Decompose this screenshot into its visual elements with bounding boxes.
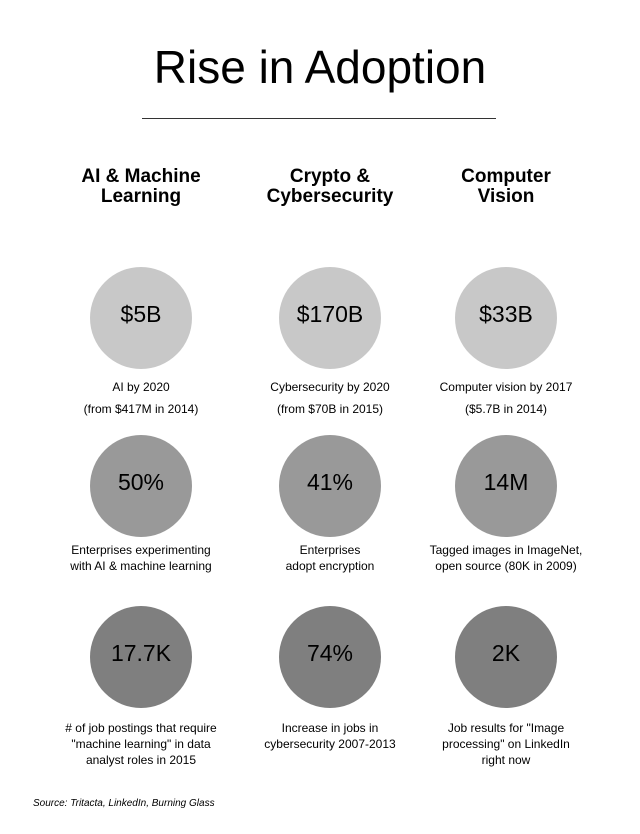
- stat-value: $33B: [479, 300, 533, 327]
- caption-line: Computer vision by 2017: [439, 380, 573, 394]
- stat-circle: 17.7K: [90, 606, 192, 708]
- heading-line: Crypto &: [289, 166, 371, 187]
- caption-line: open source (80K in 2009): [435, 559, 577, 573]
- stat-caption: Job results for "Image processing" on Lin…: [401, 720, 611, 768]
- stat-value: 41%: [306, 468, 354, 495]
- caption-line: analyst roles in 2015: [85, 753, 197, 767]
- caption-line: (from $70B in 2015): [276, 402, 384, 416]
- heading-line: Vision: [477, 186, 535, 207]
- caption-line: Increase in jobs in: [281, 721, 379, 735]
- caption-line: Tagged images in ImageNet,: [429, 543, 583, 557]
- stat-circle: 74%: [279, 606, 381, 708]
- caption-line: adopt encryption: [285, 559, 375, 573]
- caption-line: Cybersecurity by 2020: [270, 380, 390, 394]
- heading-line: Cybersecurity: [266, 186, 394, 207]
- stat-circle: 2K: [455, 606, 557, 708]
- stat-circle: $5B: [90, 267, 192, 369]
- page-title: Rise in Adoption: [153, 41, 487, 93]
- stat-value: 74%: [306, 639, 354, 666]
- stat-circle: 50%: [90, 435, 192, 537]
- stat-circle: 41%: [279, 435, 381, 537]
- stat-value: $170B: [296, 300, 364, 327]
- stat-value: 17.7K: [110, 639, 172, 666]
- caption-line: Enterprises experimenting: [71, 543, 211, 557]
- column-ai-ml: AI & Machine Learning $5B AI by 2020 (from…: [46, 0, 236, 834]
- stat-circle: $170B: [279, 267, 381, 369]
- stat-value: 14M: [483, 468, 529, 495]
- column-heading: Computer Vision: [411, 167, 601, 207]
- caption-line: cybersecurity 2007-2013: [264, 737, 396, 751]
- source-note: Source: Tritacta, LinkedIn, Burning Glas…: [33, 798, 215, 809]
- stat-value: 2K: [491, 639, 521, 666]
- stat-value: $5B: [120, 300, 162, 327]
- caption-line: (from $417M in 2014): [83, 402, 199, 416]
- caption-line: # of job postings that require: [65, 721, 217, 735]
- caption-line: right now: [481, 753, 531, 767]
- stat-caption: Computer vision by 2017 ($5.7B in 2014): [401, 376, 611, 420]
- stat-caption: Tagged images in ImageNet, open source (8…: [401, 542, 611, 574]
- heading-line: Computer: [461, 166, 551, 187]
- caption-line: with AI & machine learning: [70, 559, 212, 573]
- column-heading: AI & Machine Learning: [46, 167, 236, 207]
- stat-circle: $33B: [455, 267, 557, 369]
- column-crypto-cybersecurity: Crypto & Cybersecurity $170B Cybersecurit…: [235, 0, 425, 834]
- heading-line: AI & Machine: [81, 166, 201, 187]
- caption-line: processing" on LinkedIn: [442, 737, 570, 751]
- stat-circle: 14M: [455, 435, 557, 537]
- heading-line: Learning: [100, 186, 182, 207]
- stat-caption: AI by 2020 (from $417M in 2014): [36, 376, 246, 420]
- caption-line: AI by 2020: [112, 380, 170, 394]
- stat-caption: Cybersecurity by 2020 (from $70B in 2015): [225, 376, 435, 420]
- column-heading: Crypto & Cybersecurity: [235, 167, 425, 207]
- stat-caption: Enterprises adopt encryption: [225, 542, 435, 574]
- caption-line: Enterprises: [299, 543, 361, 557]
- column-computer-vision: Computer Vision $33B Computer vision by 2…: [411, 0, 601, 834]
- stat-value: 50%: [117, 468, 165, 495]
- stat-caption: Enterprises experimenting with AI & machi…: [36, 542, 246, 574]
- caption-line: "machine learning" in data: [71, 737, 211, 751]
- caption-line: Job results for "Image: [447, 721, 565, 735]
- caption-line: ($5.7B in 2014): [464, 402, 548, 416]
- stat-caption: # of job postings that require "machine l…: [36, 720, 246, 768]
- title-divider: [142, 118, 496, 119]
- stat-caption: Increase in jobs in cybersecurity 2007-20…: [225, 720, 435, 752]
